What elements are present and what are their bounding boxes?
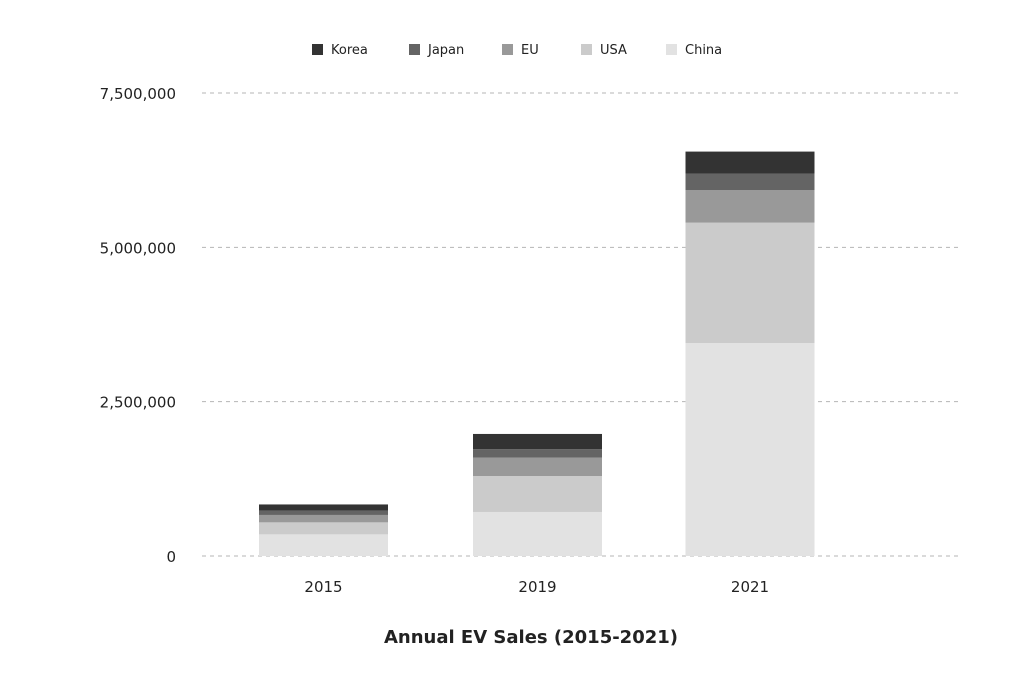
chart-title: Annual EV Sales (2015-2021) <box>384 627 678 648</box>
legend: Korea Japan EU USA China <box>312 43 722 58</box>
bar-segment-eu-2015 <box>259 514 388 523</box>
bar-segment-japan-2021 <box>685 173 815 191</box>
bar-segment-usa-2019 <box>473 475 602 512</box>
legend-label-japan: Japan <box>427 43 464 58</box>
bar-segment-korea-2019 <box>473 433 602 450</box>
legend-swatch-china <box>666 44 677 55</box>
legend-label-eu: EU <box>521 43 539 58</box>
legend-swatch-usa <box>581 44 592 55</box>
legend-label-usa: USA <box>600 43 627 58</box>
y-axis-tick-labels: 0 2,500,000 5,000,000 7,500,000 <box>100 85 176 566</box>
legend-swatch-japan <box>409 44 420 55</box>
legend-swatch-eu <box>502 44 513 55</box>
bar-segment-korea-2015 <box>259 504 388 511</box>
y-tick-label: 0 <box>166 548 176 566</box>
x-axis-tick-labels: 2015 2019 2021 <box>304 578 769 596</box>
bar-segment-japan-2019 <box>473 449 602 458</box>
bars <box>259 151 815 556</box>
y-tick-label: 5,000,000 <box>100 239 176 257</box>
bar-segment-eu-2021 <box>685 190 815 223</box>
bar-segment-eu-2019 <box>473 457 602 476</box>
bar-segment-china-2021 <box>685 343 815 556</box>
bar-segment-korea-2021 <box>685 151 815 174</box>
bar-segment-usa-2015 <box>259 522 388 535</box>
y-tick-label: 7,500,000 <box>100 85 176 103</box>
x-tick-label: 2019 <box>518 578 556 596</box>
x-tick-label: 2021 <box>731 578 769 596</box>
x-tick-label: 2015 <box>304 578 342 596</box>
bar-segment-china-2019 <box>473 511 602 556</box>
bar-segment-japan-2015 <box>259 510 388 515</box>
bar-segment-china-2015 <box>259 534 388 556</box>
legend-label-china: China <box>685 43 722 58</box>
legend-label-korea: Korea <box>331 43 368 58</box>
legend-swatch-korea <box>312 44 323 55</box>
y-tick-label: 2,500,000 <box>100 394 176 412</box>
bar-segment-usa-2021 <box>685 222 815 344</box>
